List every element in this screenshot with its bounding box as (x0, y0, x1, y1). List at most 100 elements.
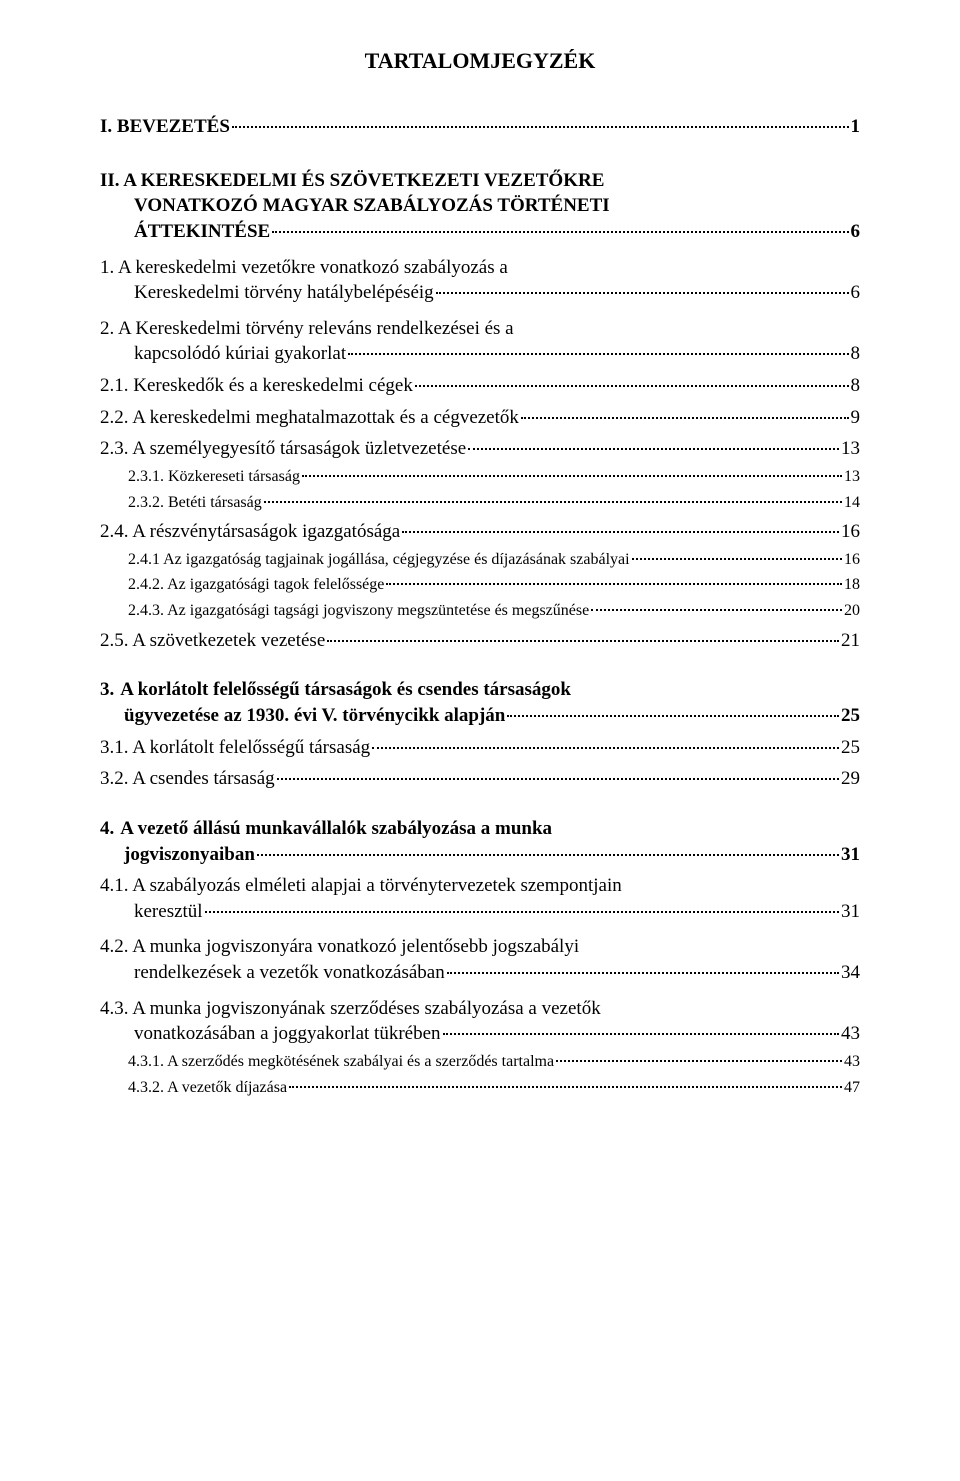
toc-page: 25 (841, 735, 860, 761)
toc-label: I. BEVEZETÉS (100, 114, 230, 140)
page-title: TARTALOMJEGYZÉK (100, 48, 860, 74)
toc-label: 4.3.2. A vezetők díjazása (128, 1077, 287, 1099)
toc-label: II. A KERESKEDELMI ÉS SZÖVETKEZETI VEZET… (100, 170, 604, 191)
toc-entry: 2.3. A személyegyesítő társaságok üzletv… (100, 436, 860, 462)
toc-dots (327, 640, 839, 642)
toc-label: 4.3. A munka jogviszonyának szerződéses … (100, 998, 601, 1019)
page-container: TARTALOMJEGYZÉK I. BEVEZETÉS 1 II. A KER… (0, 0, 960, 1481)
toc-page: 29 (841, 766, 860, 792)
toc-dots (257, 854, 839, 856)
toc-label: 2.1. Kereskedők és a kereskedelmi cégek (100, 373, 413, 399)
toc-entry: 3. A korlátolt felelősségű társaságok és… (100, 677, 860, 703)
toc-label: kapcsolódó kúriai gyakorlat (134, 341, 346, 367)
toc-page: 31 (841, 899, 860, 925)
toc-entry: 2. A Kereskedelmi törvény releváns rende… (100, 316, 860, 342)
toc-label: 2. A Kereskedelmi törvény releváns rende… (100, 318, 514, 339)
toc-dots (205, 911, 839, 913)
toc-dots (443, 1033, 839, 1035)
toc-label: 2.4.2. Az igazgatósági tagok felelőssége (128, 574, 384, 596)
toc-entry: I. BEVEZETÉS 1 (100, 114, 860, 140)
toc-entry-continue: ügyvezetése az 1930. évi V. törvénycikk … (100, 703, 860, 729)
toc-page: 14 (844, 492, 860, 514)
toc-label: keresztül (134, 899, 203, 925)
toc-label: 4.1. A szabályozás elméleti alapjai a tö… (100, 875, 622, 896)
toc-label: 4.2. A munka jogviszonyára vonatkozó jel… (100, 936, 579, 957)
toc-label: 2.5. A szövetkezetek vezetése (100, 628, 325, 654)
toc-label: rendelkezések a vezetők vonatkozásában (134, 960, 445, 986)
toc-dots (264, 501, 842, 503)
toc-page: 6 (851, 280, 861, 306)
toc-entry-continue: ÁTTEKINTÉSE 6 (100, 219, 860, 245)
toc-entry: 2.3.1. Közkereseti társaság 13 (100, 466, 860, 488)
toc-label: 3.2. A csendes társaság (100, 766, 275, 792)
toc-number: 3. (100, 677, 120, 703)
toc-dots (372, 747, 839, 749)
toc-entry-continue: jogviszonyaiban 31 (100, 842, 860, 868)
toc-label: 3.1. A korlátolt felelősségű társaság (100, 735, 370, 761)
toc-page: 16 (841, 519, 860, 545)
toc-label: ügyvezetése az 1930. évi V. törvénycikk … (124, 703, 505, 729)
toc-page: 6 (851, 219, 861, 245)
toc-dots (632, 558, 842, 560)
toc-label: 2.4. A részvénytársaságok igazgatósága (100, 519, 400, 545)
toc-page: 1 (851, 114, 861, 140)
toc-label: 2.3.1. Közkereseti társaság (128, 466, 300, 488)
toc-page: 16 (844, 549, 860, 571)
toc-page: 20 (844, 600, 860, 622)
toc-dots (272, 231, 848, 233)
toc-dots (232, 126, 849, 128)
toc-dots (521, 417, 849, 419)
toc-entry-continue: kapcsolódó kúriai gyakorlat 8 (100, 341, 860, 367)
toc-entry: 4.3. A munka jogviszonyának szerződéses … (100, 996, 860, 1022)
toc-label: 4.3.1. A szerződés megkötésének szabálya… (128, 1051, 554, 1073)
toc-dots (436, 292, 849, 294)
toc-dots (591, 609, 842, 611)
toc-label: jogviszonyaiban (124, 842, 255, 868)
toc-entry: 4.1. A szabályozás elméleti alapjai a tö… (100, 873, 860, 899)
toc-entry: 2.4. A részvénytársaságok igazgatósága 1… (100, 519, 860, 545)
toc-page: 9 (851, 405, 861, 431)
toc-entry: 4.2. A munka jogviszonyára vonatkozó jel… (100, 934, 860, 960)
toc-label: A korlátolt felelősségű társaságok és cs… (120, 677, 860, 703)
toc-page: 8 (851, 373, 861, 399)
toc-dots (556, 1060, 842, 1062)
toc-page: 31 (841, 842, 860, 868)
toc-dots (447, 972, 839, 974)
toc-dots (415, 385, 849, 387)
toc-label: Kereskedelmi törvény hatálybelépéséig (134, 280, 434, 306)
toc-page: 13 (841, 436, 860, 462)
toc-entry: 4. A vezető állású munkavállalók szabály… (100, 816, 860, 842)
toc-entry: 2.4.3. Az igazgatósági tagsági jogviszon… (100, 600, 860, 622)
toc-entry-continue: vonatkozásában a joggyakorlat tükrében 4… (100, 1021, 860, 1047)
toc-page: 25 (841, 703, 860, 729)
toc-entry: 3.2. A csendes társaság 29 (100, 766, 860, 792)
toc-label: VONATKOZÓ MAGYAR SZABÁLYOZÁS TÖRTÉNETI (134, 195, 610, 216)
toc-page: 13 (844, 466, 860, 488)
toc-entry: 4.3.1. A szerződés megkötésének szabálya… (100, 1051, 860, 1073)
toc-dots (348, 353, 848, 355)
toc-entry-continue: keresztül 31 (100, 899, 860, 925)
toc-page: 34 (841, 960, 860, 986)
toc-entry-continue: VONATKOZÓ MAGYAR SZABÁLYOZÁS TÖRTÉNETI (100, 193, 860, 219)
toc-dots (402, 531, 839, 533)
toc-number: 4. (100, 816, 120, 842)
toc-dots (468, 448, 839, 450)
toc-dots (386, 583, 842, 585)
toc-entry: 2.4.1 Az igazgatóság tagjainak jogállása… (100, 549, 860, 571)
toc-label: 1. A kereskedelmi vezetőkre vonatkozó sz… (100, 257, 508, 278)
toc-page: 43 (841, 1021, 860, 1047)
toc-entry: 2.1. Kereskedők és a kereskedelmi cégek … (100, 373, 860, 399)
toc-dots (277, 778, 839, 780)
toc-entry: 2.4.2. Az igazgatósági tagok felelőssége… (100, 574, 860, 596)
toc-entry-continue: Kereskedelmi törvény hatálybelépéséig 6 (100, 280, 860, 306)
toc-label: 2.4.1 Az igazgatóság tagjainak jogállása… (128, 549, 630, 571)
toc-label: 2.2. A kereskedelmi meghatalmazottak és … (100, 405, 519, 431)
toc-page: 18 (844, 574, 860, 596)
toc-entry-continue: rendelkezések a vezetők vonatkozásában 3… (100, 960, 860, 986)
toc-label: 2.3.2. Betéti társaság (128, 492, 262, 514)
toc-label: 2.4.3. Az igazgatósági tagsági jogviszon… (128, 600, 589, 622)
toc-label: ÁTTEKINTÉSE (134, 219, 270, 245)
toc-label: 2.3. A személyegyesítő társaságok üzletv… (100, 436, 466, 462)
toc-dots (302, 475, 842, 477)
toc-entry: 2.2. A kereskedelmi meghatalmazottak és … (100, 405, 860, 431)
